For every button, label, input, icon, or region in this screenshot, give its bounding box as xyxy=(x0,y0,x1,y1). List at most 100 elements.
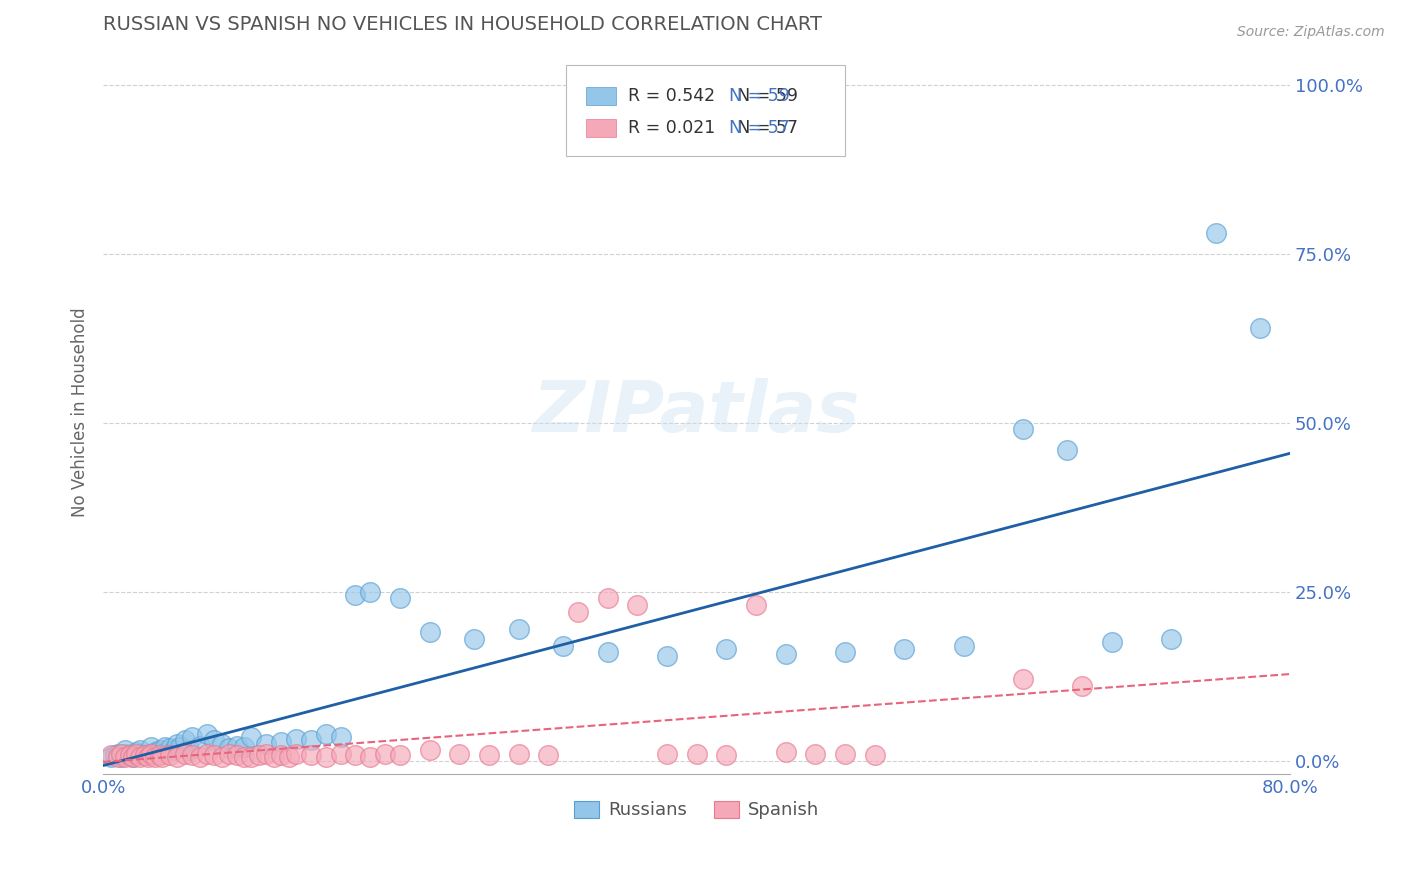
Point xyxy=(359,750,381,764)
Point xyxy=(263,749,285,764)
Point xyxy=(567,605,589,619)
Point xyxy=(240,750,263,764)
Point xyxy=(121,750,143,764)
Text: RUSSIAN VS SPANISH NO VEHICLES IN HOUSEHOLD CORRELATION CHART: RUSSIAN VS SPANISH NO VEHICLES IN HOUSEH… xyxy=(103,15,823,34)
Point xyxy=(1012,422,1035,436)
Point xyxy=(315,726,337,740)
Point xyxy=(159,748,181,763)
Point xyxy=(166,737,188,751)
Point xyxy=(143,749,166,764)
Point xyxy=(114,747,136,761)
Point xyxy=(254,737,277,751)
Point xyxy=(148,748,170,763)
Point xyxy=(233,749,256,764)
Point xyxy=(118,748,141,763)
Point xyxy=(136,750,159,764)
Point xyxy=(449,747,471,761)
Point xyxy=(463,632,485,646)
Point xyxy=(218,747,240,761)
Point xyxy=(159,741,181,756)
Point xyxy=(129,749,152,764)
Point xyxy=(270,748,292,763)
Point xyxy=(233,740,256,755)
Point xyxy=(285,731,308,746)
FancyBboxPatch shape xyxy=(567,65,845,156)
Point xyxy=(1012,673,1035,687)
Point xyxy=(596,591,619,606)
Point xyxy=(195,726,218,740)
Point xyxy=(155,740,177,755)
Point xyxy=(110,750,132,764)
Point xyxy=(202,748,225,763)
Point xyxy=(173,733,195,747)
Point xyxy=(100,748,122,763)
Point xyxy=(834,645,856,659)
Point xyxy=(129,743,152,757)
Point xyxy=(107,750,129,764)
Point xyxy=(181,748,204,763)
Point xyxy=(136,747,159,761)
Point xyxy=(596,645,619,659)
Point xyxy=(166,749,188,764)
Point xyxy=(225,739,247,753)
Point xyxy=(299,748,322,763)
Point xyxy=(240,730,263,744)
Point xyxy=(315,749,337,764)
Point xyxy=(388,591,411,606)
Point xyxy=(270,734,292,748)
Point xyxy=(893,642,915,657)
Point xyxy=(100,750,122,764)
Point xyxy=(775,746,797,760)
Text: N = 57: N = 57 xyxy=(728,120,789,137)
Point xyxy=(299,733,322,747)
Point xyxy=(344,748,367,763)
Point xyxy=(169,740,191,755)
Point xyxy=(374,747,396,761)
Point xyxy=(148,743,170,757)
Point xyxy=(225,748,247,763)
Point xyxy=(211,737,233,751)
Point xyxy=(804,747,827,761)
Point xyxy=(1101,635,1123,649)
Point xyxy=(863,748,886,763)
Point xyxy=(163,743,186,757)
Point xyxy=(775,647,797,661)
Point xyxy=(359,584,381,599)
FancyBboxPatch shape xyxy=(586,120,616,137)
Point xyxy=(716,748,738,763)
Point xyxy=(188,739,211,753)
Point xyxy=(626,598,648,612)
Point xyxy=(329,747,352,761)
Point xyxy=(1056,442,1078,457)
Point xyxy=(114,749,136,764)
Legend: Russians, Spanish: Russians, Spanish xyxy=(567,793,827,827)
Point xyxy=(418,743,440,757)
Point xyxy=(508,747,530,761)
Point xyxy=(181,730,204,744)
Text: R = 0.021    N = 57: R = 0.021 N = 57 xyxy=(627,120,797,137)
Point xyxy=(121,750,143,764)
Point xyxy=(537,748,560,763)
Point xyxy=(655,648,678,663)
Point xyxy=(478,748,501,763)
Point xyxy=(1160,632,1182,646)
Y-axis label: No Vehicles in Household: No Vehicles in Household xyxy=(72,308,89,517)
Point xyxy=(716,642,738,657)
Point xyxy=(418,625,440,640)
FancyBboxPatch shape xyxy=(586,87,616,105)
Point xyxy=(745,598,768,612)
Point xyxy=(685,747,707,761)
Point xyxy=(110,747,132,761)
Point xyxy=(218,741,240,756)
Point xyxy=(104,748,127,763)
Point xyxy=(1205,227,1227,241)
Point xyxy=(118,748,141,763)
Point xyxy=(134,748,156,763)
Point xyxy=(551,639,574,653)
Point xyxy=(107,747,129,761)
Point xyxy=(195,747,218,761)
Point xyxy=(152,750,174,764)
Point xyxy=(655,747,678,761)
Point xyxy=(211,750,233,764)
Point xyxy=(388,748,411,763)
